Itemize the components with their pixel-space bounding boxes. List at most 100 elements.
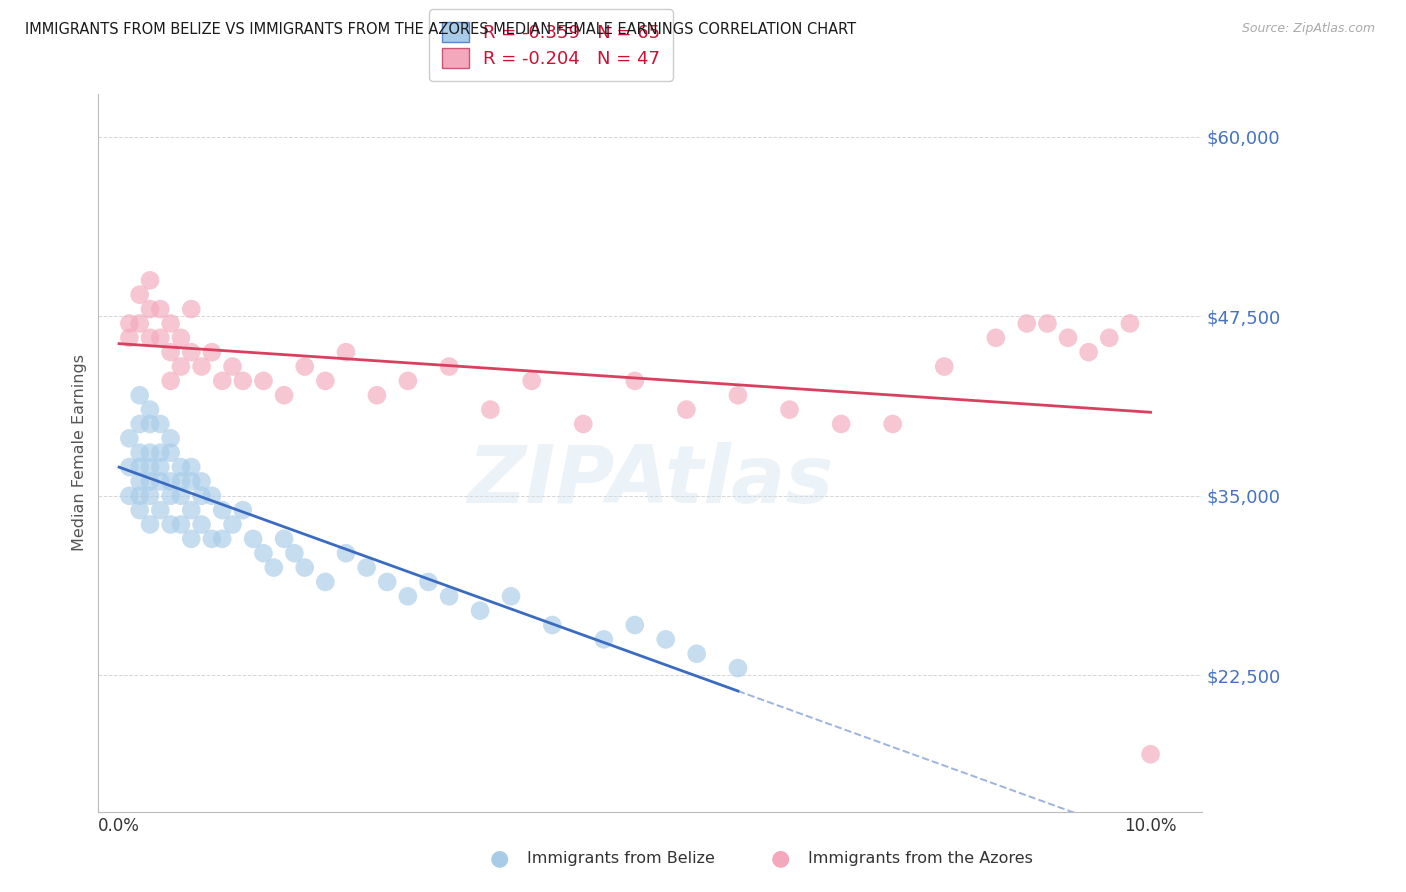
Point <box>149 475 172 489</box>
Point <box>252 374 274 388</box>
Point <box>221 359 243 374</box>
Point <box>1077 345 1099 359</box>
Point <box>118 317 141 331</box>
Legend: R = -0.359   N = 65, R = -0.204   N = 47: R = -0.359 N = 65, R = -0.204 N = 47 <box>429 9 673 80</box>
Point <box>180 503 202 517</box>
Point <box>180 475 202 489</box>
Point <box>232 374 254 388</box>
Point <box>128 388 150 402</box>
Point <box>221 517 243 532</box>
Point <box>437 359 460 374</box>
Point <box>170 460 193 475</box>
Point <box>263 560 285 574</box>
Y-axis label: Median Female Earnings: Median Female Earnings <box>72 354 87 551</box>
Point <box>252 546 274 560</box>
Point <box>159 317 181 331</box>
Point <box>686 647 709 661</box>
Point <box>201 489 224 503</box>
Point <box>139 489 162 503</box>
Point <box>159 374 181 388</box>
Point <box>139 417 162 431</box>
Point <box>242 532 264 546</box>
Point <box>139 331 162 345</box>
Point <box>128 287 150 301</box>
Text: IMMIGRANTS FROM BELIZE VS IMMIGRANTS FROM THE AZORES MEDIAN FEMALE EARNINGS CORR: IMMIGRANTS FROM BELIZE VS IMMIGRANTS FRO… <box>25 22 856 37</box>
Point <box>375 574 398 589</box>
Point <box>159 489 181 503</box>
Point <box>139 517 162 532</box>
Point <box>139 273 162 287</box>
Point <box>479 402 502 417</box>
Point <box>211 503 233 517</box>
Point <box>211 532 233 546</box>
Point <box>882 417 904 431</box>
Point <box>128 317 150 331</box>
Point <box>572 417 595 431</box>
Point <box>273 388 295 402</box>
Point <box>623 618 645 632</box>
Point <box>356 560 378 574</box>
Point <box>294 359 316 374</box>
Point <box>934 359 956 374</box>
Point <box>159 445 181 460</box>
Point <box>727 661 749 675</box>
Point <box>139 445 162 460</box>
Point <box>190 475 212 489</box>
Point <box>201 345 224 359</box>
Point <box>170 475 193 489</box>
Point <box>159 431 181 445</box>
Point <box>418 574 440 589</box>
Point <box>499 589 522 603</box>
Point <box>159 517 181 532</box>
Point <box>727 388 749 402</box>
Point <box>335 345 357 359</box>
Point <box>149 460 172 475</box>
Point <box>655 632 678 647</box>
Point <box>437 589 460 603</box>
Point <box>314 374 336 388</box>
Point <box>201 532 224 546</box>
Point <box>520 374 543 388</box>
Text: ●: ● <box>770 848 790 868</box>
Point <box>180 301 202 316</box>
Point <box>128 489 150 503</box>
Point <box>335 546 357 560</box>
Point <box>139 475 162 489</box>
Point <box>170 489 193 503</box>
Point <box>180 345 202 359</box>
Point <box>170 517 193 532</box>
Point <box>149 331 172 345</box>
Point <box>232 503 254 517</box>
Point <box>128 503 150 517</box>
Point <box>1098 331 1121 345</box>
Point <box>128 417 150 431</box>
Point <box>1036 317 1059 331</box>
Point <box>675 402 697 417</box>
Text: Immigrants from the Azores: Immigrants from the Azores <box>808 851 1033 865</box>
Point <box>118 489 141 503</box>
Text: ●: ● <box>489 848 509 868</box>
Point <box>190 517 212 532</box>
Point <box>128 445 150 460</box>
Point <box>118 460 141 475</box>
Point <box>283 546 305 560</box>
Point <box>149 417 172 431</box>
Point <box>170 331 193 345</box>
Point <box>1015 317 1038 331</box>
Text: Source: ZipAtlas.com: Source: ZipAtlas.com <box>1241 22 1375 36</box>
Text: Immigrants from Belize: Immigrants from Belize <box>527 851 716 865</box>
Point <box>468 604 491 618</box>
Point <box>314 574 336 589</box>
Point <box>541 618 564 632</box>
Point <box>623 374 645 388</box>
Point <box>294 560 316 574</box>
Point <box>118 331 141 345</box>
Point <box>149 445 172 460</box>
Point <box>1119 317 1142 331</box>
Point <box>118 431 141 445</box>
Point <box>396 374 419 388</box>
Point <box>159 345 181 359</box>
Point <box>1139 747 1161 762</box>
Point <box>180 532 202 546</box>
Point <box>396 589 419 603</box>
